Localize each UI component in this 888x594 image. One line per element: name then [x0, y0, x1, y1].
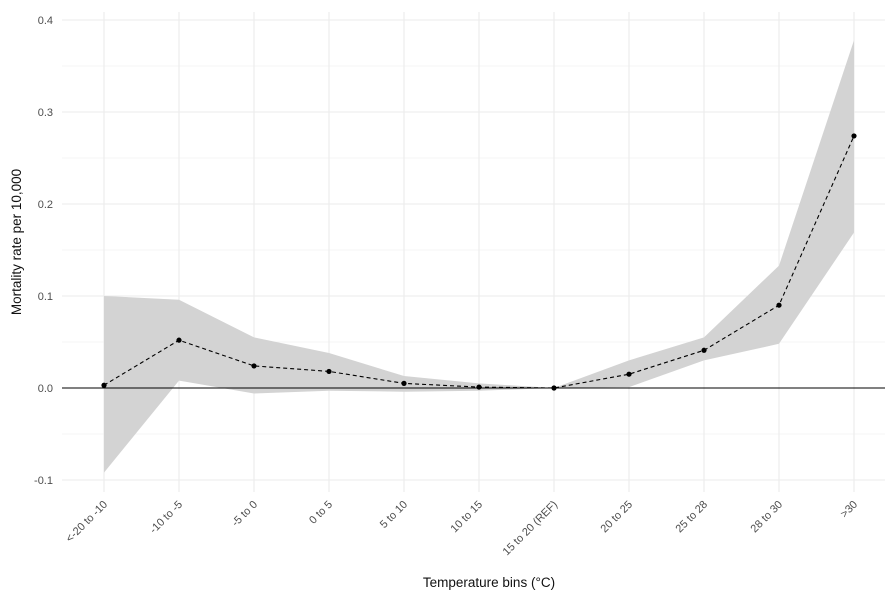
data-point: [776, 302, 782, 308]
y-tick-label: 0.3: [38, 107, 53, 119]
data-point: [401, 380, 407, 386]
data-point: [851, 133, 857, 139]
grid-major: [62, 12, 885, 492]
x-tick-label: 10 to 15: [449, 499, 486, 536]
y-axis-title: Mortality rate per 10,000: [9, 169, 24, 315]
data-point: [326, 368, 332, 375]
y-tick-label: -0.1: [34, 475, 53, 487]
y-tick-label: 0.0: [38, 383, 53, 395]
data-point: [551, 385, 557, 391]
data-point: [101, 382, 107, 388]
y-tick-label: 0.1: [38, 291, 53, 303]
data-point: [476, 384, 482, 390]
x-tick-labels: <-20 to -10 -10 to -5 -5 to 0 0 to 5 5 to 10…: [64, 499, 860, 558]
confidence-band-layer: [104, 40, 854, 473]
y-tick-labels: -0.1 0.0 0.1 0.2 0.3 0.4: [34, 15, 53, 487]
x-tick-label: >30: [838, 499, 860, 521]
x-axis-title: Temperature bins (°C): [423, 575, 555, 590]
estimate-points-layer: [101, 133, 857, 391]
x-tick-label: 25 to 28: [674, 499, 711, 536]
data-point: [251, 363, 257, 369]
x-tick-label: 15 to 20 (REF): [501, 499, 560, 558]
x-tick-label: -5 to 0: [230, 499, 261, 530]
x-tick-label: 20 to 25: [599, 499, 636, 536]
x-tick-label: 0 to 5: [307, 499, 335, 527]
x-tick-label: <-20 to -10: [64, 499, 110, 545]
x-tick-label: -10 to -5: [148, 499, 185, 536]
y-tick-label: 0.4: [38, 15, 53, 27]
confidence-band: [104, 40, 854, 473]
x-tick-label: 5 to 10: [378, 499, 410, 531]
data-point: [176, 337, 182, 343]
data-point: [701, 347, 707, 353]
x-tick-label: 28 to 30: [749, 499, 786, 536]
data-point: [626, 371, 632, 377]
y-tick-label: 0.2: [38, 199, 53, 211]
